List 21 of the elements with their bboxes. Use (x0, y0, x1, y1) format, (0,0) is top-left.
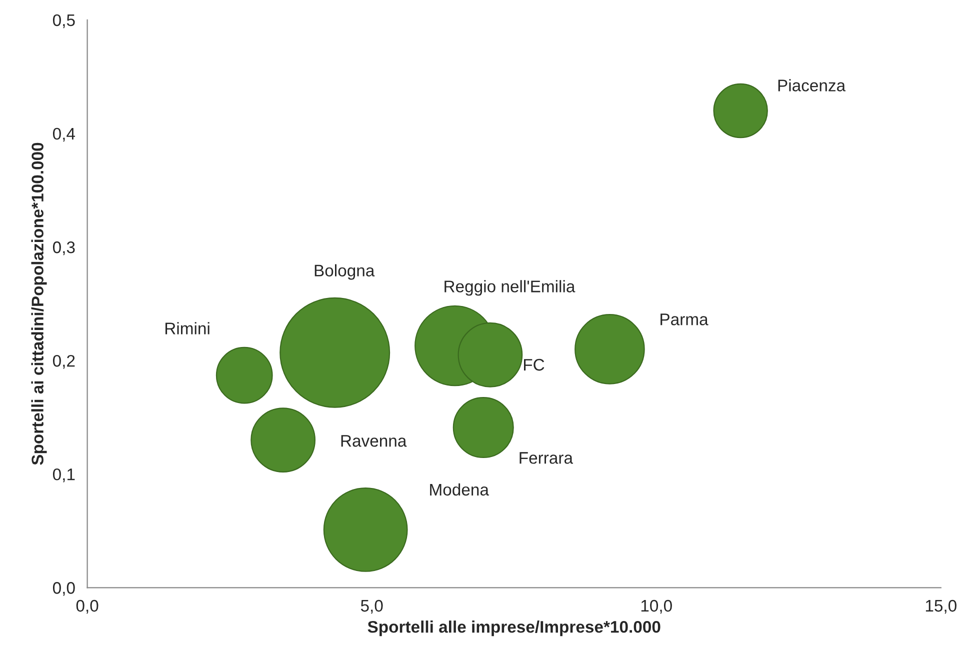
x-tick-label: 10,0 (641, 600, 672, 614)
y-tick-label: 0,1 (52, 468, 75, 482)
y-axis-title: Sportelli ai cittadini/Popolazione*100.000 (31, 142, 47, 465)
annotation: Ferrara (520, 452, 574, 464)
annotation: Reggio nell'Emilia (444, 280, 576, 296)
annotation: Bologna (314, 264, 375, 280)
annotation: Ravenna (341, 435, 407, 447)
x-axis-title: Sportelli alle imprese/Imprese*10.000 (368, 620, 660, 636)
annotation: Parma (660, 314, 708, 326)
annotation: Rimini (165, 322, 210, 334)
x-tick-label: 15,0 (926, 600, 956, 614)
y-tick-label: 0,4 (52, 128, 76, 142)
annotation: Modena (430, 483, 489, 496)
x-tick-label: 5,0 (360, 600, 383, 614)
x-tick-label: 0,0 (76, 600, 98, 614)
annotation: FC (524, 358, 544, 371)
y-tick-label: 0,2 (52, 354, 75, 369)
y-tick-label: 0,0 (52, 582, 75, 596)
y-tick-label: 0,5 (52, 14, 75, 28)
annotation: Piacenza (778, 79, 846, 92)
y-tick-label: 0,3 (52, 241, 75, 256)
